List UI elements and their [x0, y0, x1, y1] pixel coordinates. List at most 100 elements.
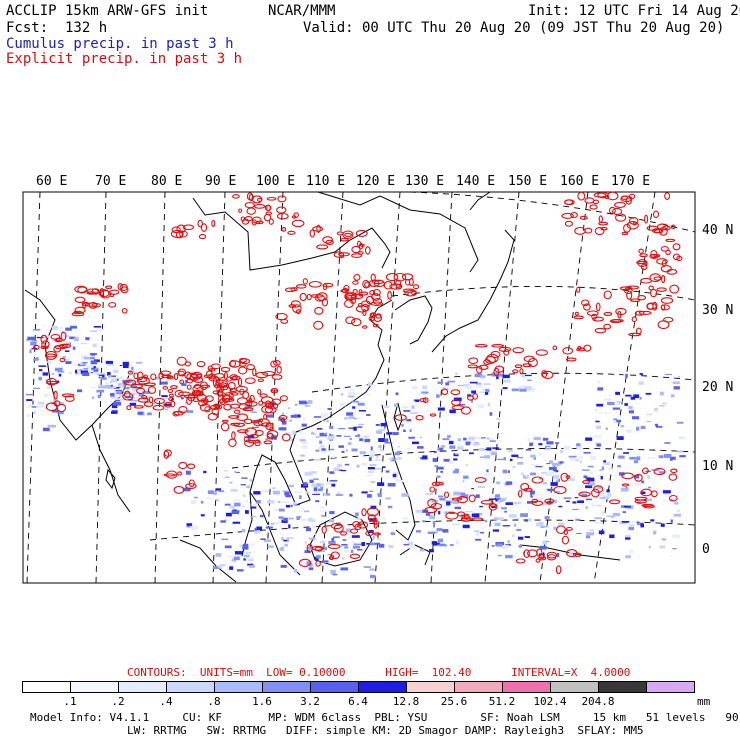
explicit-precip-contour	[358, 251, 364, 255]
longitude-label: 90 E	[205, 174, 236, 189]
cumulus-precip-cell	[507, 501, 511, 504]
cumulus-precip-cell	[220, 520, 226, 523]
cumulus-precip-cell	[38, 365, 47, 367]
cumulus-precip-cell	[453, 453, 459, 457]
cumulus-precip-cell	[660, 523, 665, 527]
colorbar-tick-label: 102.4	[533, 695, 567, 708]
explicit-precip-contour	[574, 311, 579, 316]
cumulus-precip-cell	[105, 360, 113, 364]
cumulus-precip-cell	[321, 515, 327, 517]
cumulus-precip-cell	[479, 391, 485, 393]
explicit-precip-contour	[594, 327, 607, 334]
cumulus-precip-cell	[357, 402, 365, 406]
explicit-precip-contour	[424, 506, 438, 514]
cumulus-precip-cell	[312, 493, 320, 495]
cumulus-precip-cell	[344, 463, 350, 466]
cumulus-precip-cell	[524, 520, 528, 522]
cumulus-precip-cell	[45, 379, 48, 381]
cumulus-precip-cell	[542, 541, 547, 545]
cumulus-precip-cell	[469, 452, 474, 455]
cumulus-precip-cell	[301, 519, 308, 521]
cumulus-precip-cell	[301, 507, 304, 511]
cumulus-precip-cell	[477, 486, 485, 488]
explicit-precip-contour	[355, 229, 368, 237]
cumulus-precip-cell	[46, 386, 52, 389]
explicit-precip-contour	[281, 433, 291, 442]
cumulus-precip-cell	[227, 555, 233, 558]
explicit-precip-contour	[293, 212, 299, 218]
cumulus-precip-cell	[379, 448, 384, 452]
cumulus-precip-cell	[271, 403, 275, 406]
cumulus-precip-cell	[357, 434, 361, 438]
cumulus-precip-cell	[115, 399, 120, 402]
cumulus-precip-cell	[27, 404, 34, 408]
cumulus-precip-cell	[368, 457, 372, 461]
explicit-precip-contour	[668, 494, 678, 502]
cumulus-precip-cell	[224, 503, 231, 506]
explicit-precip-contour	[652, 210, 660, 219]
cumulus-precip-cell	[472, 443, 480, 446]
cumulus-precip-cell	[489, 440, 496, 442]
explicit-precip-contour	[621, 231, 629, 236]
cumulus-precip-cell	[677, 510, 680, 512]
cumulus-precip-cell	[505, 481, 513, 485]
explicit-precip-contour	[263, 440, 273, 445]
explicit-precip-contour	[239, 358, 251, 365]
explicit-precip-contour	[228, 391, 234, 401]
longitude-labels: 60 E 70 E 80 E 90 E 100 E 110 E 120 E 130 E 140 …	[36, 174, 650, 189]
cumulus-precip-cell	[99, 372, 106, 375]
explicit-precip-contour	[290, 300, 301, 308]
colorbar-swatch	[310, 681, 359, 693]
cumulus-precip-cell	[29, 340, 37, 342]
longitude-label: 150 E	[508, 174, 547, 189]
cumulus-precip-cell	[366, 414, 371, 416]
cumulus-precip-cell	[186, 523, 193, 526]
cumulus-precip-cell	[241, 477, 248, 479]
explicit-precip-contour	[523, 549, 530, 558]
explicit-precip-contour	[523, 355, 535, 363]
explicit-precip-contour	[628, 193, 636, 200]
cumulus-precip-cell	[532, 494, 536, 497]
cumulus-precip-cell	[93, 370, 100, 375]
cumulus-precip-cell	[526, 448, 532, 451]
explicit-precip-contour	[354, 523, 362, 531]
explicit-precip-contour	[456, 496, 468, 504]
explicit-precip-contour	[242, 407, 254, 412]
cumulus-precip-cell	[415, 530, 421, 533]
cumulus-precip-cell	[190, 500, 197, 504]
explicit-precip-contour	[228, 438, 237, 448]
cumulus-precip-cell	[332, 455, 336, 459]
cumulus-precip-cell	[352, 545, 360, 549]
cumulus-precip-cell	[94, 367, 97, 371]
cumulus-precip-cell	[292, 430, 296, 435]
cumulus-precip-cell	[51, 373, 55, 375]
explicit-precip-contour	[257, 378, 264, 382]
cumulus-precip-cell	[378, 438, 385, 442]
colorbar-tick-label: .2	[111, 695, 125, 708]
cumulus-precip-cell	[429, 515, 435, 520]
cumulus-precip-cell	[366, 474, 373, 476]
cumulus-precip-cell	[183, 410, 186, 414]
cumulus-precip-cell	[184, 412, 191, 417]
explicit-precip-contour	[603, 323, 612, 330]
cumulus-precip-cell	[488, 492, 491, 494]
cumulus-precip-cell	[307, 548, 316, 550]
cumulus-precip-cell	[595, 420, 600, 423]
explicit-precip-contour	[517, 489, 523, 498]
explicit-precip-contour	[321, 525, 327, 534]
cumulus-precip-cell	[538, 443, 543, 446]
explicit-precip-contour	[350, 293, 364, 300]
cumulus-precip-cell	[329, 471, 335, 474]
cumulus-precip-cell	[550, 482, 558, 486]
explicit-precip-contour	[123, 390, 131, 399]
explicit-precip-contour	[644, 214, 649, 224]
explicit-precip-contour	[240, 216, 246, 222]
cumulus-precip-cell	[397, 450, 402, 452]
cumulus-precip-cell	[110, 411, 117, 414]
cumulus-precip-cell	[520, 513, 528, 517]
cumulus-precip-cell	[496, 481, 501, 485]
cumulus-precip-cell	[38, 376, 42, 381]
explicit-precip-contour	[143, 374, 148, 380]
cumulus-precip-cell	[569, 551, 573, 556]
cumulus-precip-cell	[606, 489, 610, 493]
